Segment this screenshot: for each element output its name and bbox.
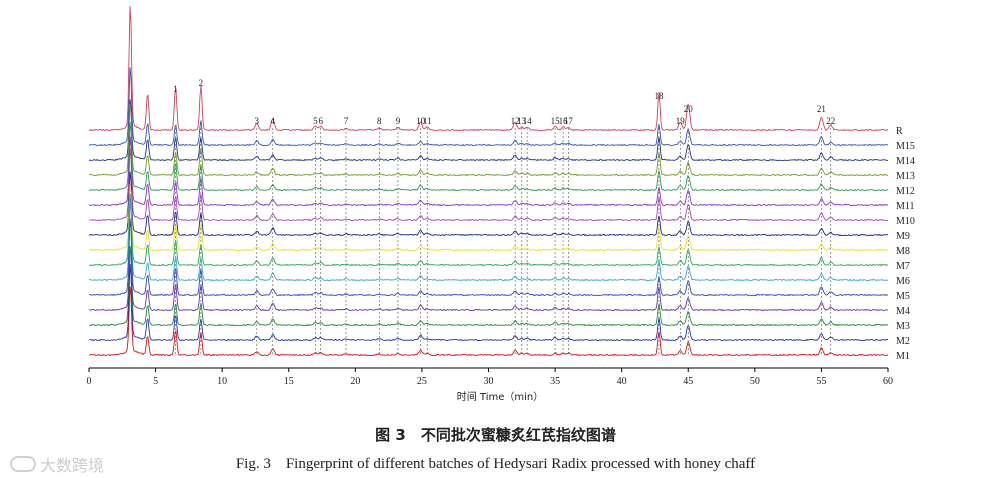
figure-caption-chinese: 图 3 不同批次蜜糠炙红芪指纹图谱 [375,426,616,444]
series-label-m8: M8 [896,246,910,257]
peak-label-22: 22 [826,116,835,126]
peak-label-11: 11 [423,116,432,126]
series-label-m1: M1 [896,351,910,362]
peak-label-10: 10 [416,116,426,126]
trace-m4 [88,246,889,312]
peak-label-16: 16 [559,116,569,126]
peak-alignment-lines [175,128,832,355]
x-tick-label: 0 [87,376,92,387]
trace-m8 [88,183,889,252]
peak-label-13: 13 [517,116,527,126]
x-tick-label: 50 [750,376,760,387]
chromatogram-traces [88,5,889,357]
x-tick-label: 40 [617,376,627,387]
trace-r [88,5,889,132]
series-label-m10: M10 [896,216,915,227]
x-tick-label: 35 [550,376,560,387]
series-label-m3: M3 [896,321,910,332]
peak-label-6: 6 [318,116,323,126]
x-tick-label: 20 [350,376,360,387]
peak-label-12: 12 [511,116,520,126]
peak-label-18: 18 [654,91,664,101]
peak-label-19: 19 [676,116,686,126]
x-tick-label: 15 [284,376,294,387]
peak-label-1: 1 [173,84,178,94]
series-label-m13: M13 [896,171,915,182]
watermark-text: 大数跨境 [40,456,105,475]
peak-label-3: 3 [255,116,260,126]
trace-m14 [88,99,889,162]
peak-label-21: 21 [817,104,826,114]
series-label-m14: M14 [896,156,915,167]
trace-m11 [88,136,889,207]
trace-m10 [88,148,889,222]
series-label-m7: M7 [896,261,910,272]
trace-m12 [88,122,889,192]
series-label-m2: M2 [896,336,910,347]
series-label-m15: M15 [896,141,915,152]
figure-caption-english: Fig. 3 Fingerprint of different batches … [235,456,756,472]
x-axis-label: 时间 Time（min） [457,390,544,403]
peak-label-7: 7 [344,116,349,126]
peak-label-4: 4 [271,116,276,126]
trace-m1 [88,286,889,357]
peak-label-9: 9 [396,116,401,126]
x-tick-label: 45 [683,376,693,387]
x-tick-label: 25 [417,376,427,387]
peak-label-2: 2 [199,78,204,88]
x-tick-label: 60 [883,376,893,387]
peak-label-5: 5 [313,116,318,126]
series-label-m9: M9 [896,231,910,242]
trace-m6 [88,201,889,282]
peak-label-17: 17 [564,116,574,126]
watermark-logo-icon [10,456,36,472]
x-tick-label: 55 [816,376,826,387]
trace-m5 [88,218,889,297]
series-name-labels: R M15 M14 M13 M12 M11 M10 M9 M8 M7 M6 M5 M4 M3 M2 M1 [896,126,915,362]
series-label-m4: M4 [896,306,910,317]
peak-label-20: 20 [684,104,694,114]
trace-m3 [88,245,889,327]
trace-m9 [88,171,889,237]
series-label-m6: M6 [896,276,910,287]
x-axis-ticks: 0 5 10 15 20 25 30 35 40 45 50 55 60 [87,368,893,387]
series-label-r: R [896,126,903,137]
peak-label-14: 14 [523,116,533,126]
trace-m2 [88,264,889,342]
peak-label-8: 8 [377,116,382,126]
series-label-m12: M12 [896,186,915,197]
trace-m7 [88,193,889,267]
series-label-m5: M5 [896,291,910,302]
trace-m15 [88,67,889,147]
x-tick-label: 5 [153,376,158,387]
trace-m13 [88,103,889,177]
watermark: 大数跨境 [10,452,104,476]
peak-label-15: 15 [551,116,561,126]
x-tick-label: 10 [217,376,227,387]
x-tick-label: 30 [484,376,494,387]
series-label-m11: M11 [896,201,915,212]
